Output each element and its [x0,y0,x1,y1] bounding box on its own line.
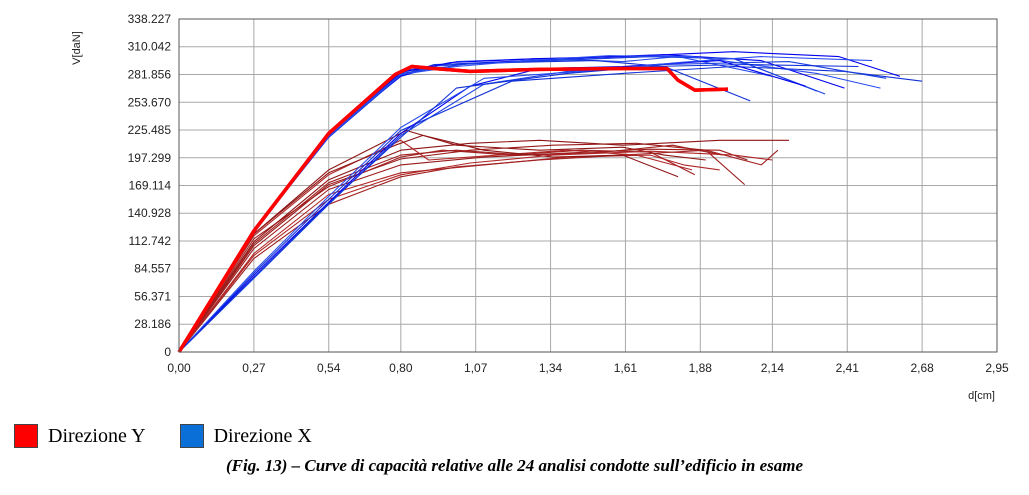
x-tick-label: 2,68 [910,361,934,375]
y-tick-label: 225.485 [128,123,172,137]
curve-direzione-x [178,54,845,353]
curve-direzione-y [178,139,693,353]
legend-label: Direzione Y [48,424,146,447]
legend: Direzione Y Direzione X [14,422,346,450]
y-tick-label: 84.557 [134,262,171,276]
x-tick-label: 2,41 [836,361,860,375]
curve-direzione-x [178,51,901,353]
y-tick-label: 140.928 [128,206,172,220]
y-tick-label: 28.186 [134,317,171,331]
x-tick-label: 1,34 [539,361,563,375]
x-tick-labels: 0,00 0,27 0,54 0,80 1,07 1,34 1,61 1,88 2,14 2,41… [167,361,1009,375]
legend-label: Direzione X [213,424,312,447]
x-tick-label: 2,95 [985,361,1009,375]
curve-direzione-x [178,56,873,353]
x-tick-label: 1,88 [689,361,713,375]
y-tick-label: 197.299 [128,151,172,165]
legend-swatch-blue [179,424,204,448]
curve-direzione-y-highlight [177,64,729,353]
y-tick-label: 253.670 [128,95,172,109]
plot-area-frame [178,18,998,353]
y-tick-label: 0 [164,345,171,359]
plot-curves [177,51,923,353]
x-tick-label: 0,00 [167,361,191,375]
y-tick-labels: 0 28.186 56.371 84.557 112.742 140.928 169.114… [128,12,172,359]
curve-direzione-x [178,63,859,353]
x-tick-label: 1,61 [614,361,638,375]
x-tick-label: 0,27 [242,361,266,375]
curve-direzione-y [178,149,779,353]
y-tick-label: 281.856 [128,67,172,81]
x-axis-label: d[cm] [968,390,995,402]
x-tick-label: 0,54 [317,361,341,375]
curve-direzione-y [177,64,729,353]
curve-direzione-x [178,60,751,353]
x-tick-label: 2,14 [761,361,785,375]
curve-direzione-y [178,139,789,353]
figure-caption: (Fig. 13) – Curve di capacità relative a… [226,456,803,475]
x-tick-label: 1,07 [464,361,488,375]
y-tick-label: 310.042 [128,40,172,54]
curve-direzione-y [178,142,746,353]
y-tick-label: 338.227 [128,12,172,26]
y-tick-label: 56.371 [134,290,171,304]
legend-item-direzione-x: Direzione X [179,424,312,448]
legend-item-direzione-y: Direzione Y [14,424,146,448]
x-tick-label: 0,80 [389,361,413,375]
curve-direzione-y [178,134,679,353]
curve-direzione-y [178,150,773,353]
y-tick-label: 169.114 [129,178,172,192]
capacity-chart: 0,00 0,27 0,54 0,80 1,07 1,34 1,61 1,88 2,14 2,41… [71,12,1009,402]
curve-direzione-y [178,144,723,353]
y-tick-label: 112.742 [129,234,172,248]
y-axis-label: V[daN] [71,31,83,65]
legend-swatch-red [14,424,38,448]
curve-direzione-x [178,55,881,353]
